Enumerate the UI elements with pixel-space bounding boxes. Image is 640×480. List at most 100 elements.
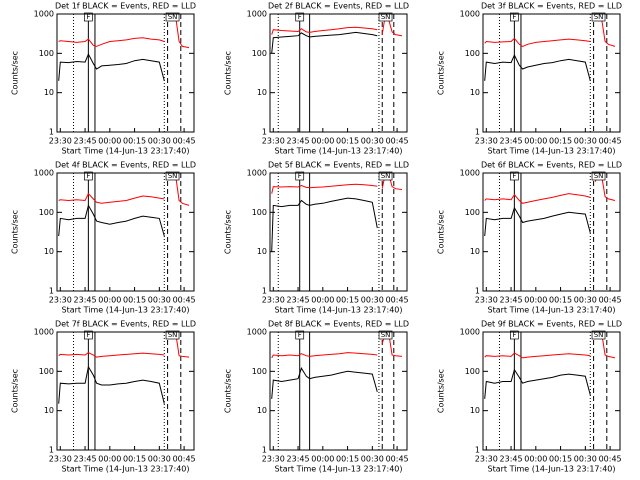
- x-tick-label: 00:15: [549, 455, 572, 464]
- annotation-box: [165, 330, 180, 340]
- annotation-box: [84, 171, 93, 181]
- y-axis-label: Counts/sec: [437, 51, 446, 95]
- y-tick-label: 1: [262, 128, 267, 137]
- annotation-box: [510, 330, 519, 340]
- y-tick-label: 10: [44, 88, 54, 97]
- x-tick-label: 00:00: [524, 455, 547, 464]
- y-tick-label: 10: [470, 247, 480, 256]
- plot-frame: [482, 13, 621, 133]
- y-axis-label: Counts/sec: [11, 51, 20, 95]
- annotation: SN: [381, 331, 391, 339]
- chart-title: Det 7f BLACK = Events, RED = LLD: [55, 320, 196, 329]
- annotation-box: [165, 12, 180, 22]
- y-tick-label: 10: [44, 247, 54, 256]
- x-tick-label: 00:30: [361, 455, 384, 464]
- x-tick-label: 00:00: [524, 137, 547, 146]
- annotation: SN: [381, 172, 391, 180]
- y-axis-label: Counts/sec: [224, 210, 233, 254]
- y-tick-label: 10: [257, 406, 267, 415]
- annotation: SN: [168, 172, 178, 180]
- y-tick-label: 10: [44, 406, 54, 415]
- x-tick-label: 23:45: [500, 137, 523, 146]
- x-tick-label: 00:30: [574, 296, 597, 305]
- annotation-box: [84, 12, 93, 22]
- plot-frame: [269, 172, 408, 292]
- x-tick-label: 23:45: [74, 137, 97, 146]
- annotation: SN: [168, 13, 178, 21]
- y-tick-label: 1000: [460, 169, 480, 178]
- y-tick-label: 100: [252, 49, 267, 58]
- annotation: F: [298, 331, 302, 339]
- annotation: SN: [594, 172, 604, 180]
- x-axis-label: Start Time (14-Jun-13 23:17:40): [275, 147, 403, 156]
- annotation-box: [378, 330, 393, 340]
- x-tick-label: 00:30: [574, 137, 597, 146]
- y-tick-label: 1000: [34, 10, 54, 19]
- chart-title: Det 9f BLACK = Events, RED = LLD: [481, 320, 622, 329]
- x-tick-label: 00:00: [98, 137, 121, 146]
- x-tick-label: 00:30: [148, 455, 171, 464]
- y-tick-label: 100: [39, 49, 54, 58]
- chart-title: Det 5f BLACK = Events, RED = LLD: [268, 161, 409, 170]
- x-tick-label: 23:45: [500, 455, 523, 464]
- x-tick-label: 23:30: [262, 296, 285, 305]
- x-tick-label: 00:00: [311, 296, 334, 305]
- y-tick-label: 1000: [34, 328, 54, 337]
- x-tick-label: 00:15: [123, 296, 146, 305]
- x-axis-label: Start Time (14-Jun-13 23:17:40): [488, 147, 616, 156]
- annotation: F: [512, 13, 516, 21]
- y-tick-label: 10: [470, 88, 480, 97]
- y-tick-label: 100: [252, 367, 267, 376]
- y-tick-label: 100: [465, 208, 480, 217]
- x-tick-label: 00:15: [549, 296, 572, 305]
- annotation: F: [298, 172, 302, 180]
- y-tick-label: 1000: [247, 328, 267, 337]
- y-tick-label: 100: [465, 367, 480, 376]
- x-tick-label: 23:30: [262, 137, 285, 146]
- annotation-box: [510, 171, 519, 181]
- chart-title: Det 1f BLACK = Events, RED = LLD: [55, 2, 196, 11]
- y-tick-label: 10: [470, 406, 480, 415]
- x-tick-label: 23:30: [475, 137, 498, 146]
- y-tick-label: 100: [465, 49, 480, 58]
- y-tick-label: 1000: [247, 169, 267, 178]
- series-line: [484, 206, 591, 237]
- x-tick-label: 23:45: [287, 137, 310, 146]
- x-tick-label: 23:45: [500, 296, 523, 305]
- x-tick-label: 00:45: [173, 455, 196, 464]
- series-line: [58, 204, 165, 237]
- annotation-box: [295, 171, 305, 181]
- annotation: F: [86, 13, 90, 21]
- plot-frame: [56, 13, 195, 133]
- y-axis-label: Counts/sec: [11, 210, 20, 254]
- annotation-box: [295, 12, 305, 22]
- y-tick-label: 1000: [34, 169, 54, 178]
- y-tick-label: 1: [475, 128, 480, 137]
- x-tick-label: 00:45: [173, 296, 196, 305]
- x-tick-label: 23:30: [49, 137, 72, 146]
- annotation: F: [512, 331, 516, 339]
- x-axis-label: Start Time (14-Jun-13 23:17:40): [62, 306, 190, 315]
- series-line: [484, 53, 591, 81]
- plot-frame: [482, 172, 621, 292]
- x-tick-label: 00:00: [524, 296, 547, 305]
- x-tick-label: 00:00: [98, 455, 121, 464]
- y-tick-label: 10: [257, 247, 267, 256]
- series-line: [271, 197, 378, 252]
- x-tick-label: 00:15: [336, 455, 359, 464]
- y-tick-label: 1: [49, 446, 54, 455]
- x-tick-label: 23:30: [49, 296, 72, 305]
- x-axis-label: Start Time (14-Jun-13 23:17:40): [488, 465, 616, 474]
- x-tick-label: 00:45: [386, 455, 409, 464]
- y-tick-label: 1: [475, 287, 480, 296]
- x-tick-label: 23:30: [262, 455, 285, 464]
- x-tick-label: 00:30: [361, 137, 384, 146]
- annotation: F: [298, 13, 302, 21]
- y-tick-label: 1: [262, 287, 267, 296]
- y-axis-label: Counts/sec: [437, 369, 446, 413]
- y-axis-label: Counts/sec: [224, 369, 233, 413]
- x-axis-label: Start Time (14-Jun-13 23:17:40): [62, 465, 190, 474]
- annotation: F: [512, 172, 516, 180]
- plot-frame: [269, 331, 408, 451]
